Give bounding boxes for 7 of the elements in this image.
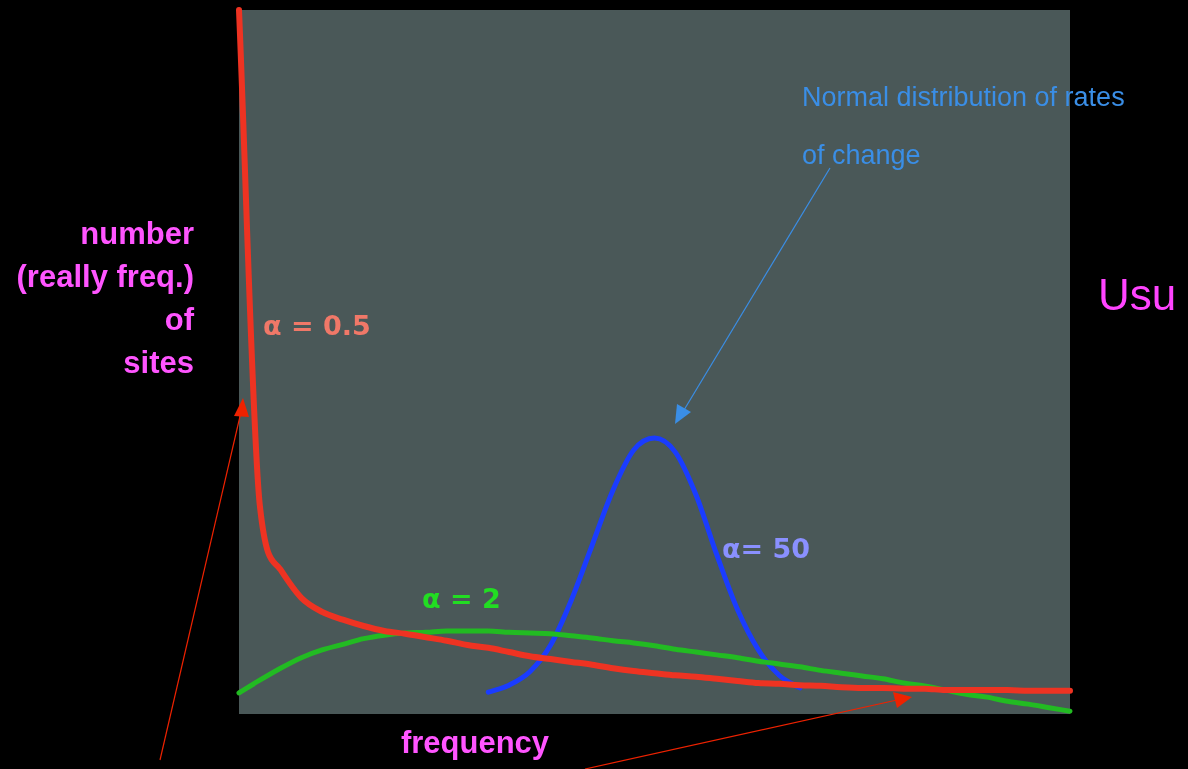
annotation: Normal distribution of rates of change (802, 81, 1125, 172)
series-label: α = 2 (422, 583, 501, 614)
series-label: α= 50 (722, 533, 811, 564)
x-axis-title: frequency (400, 725, 550, 761)
text: Usu (1098, 270, 1177, 320)
y-axis-title: number (really freq.) of sites (16, 215, 194, 382)
series-label: α = 0.5 (263, 310, 371, 341)
